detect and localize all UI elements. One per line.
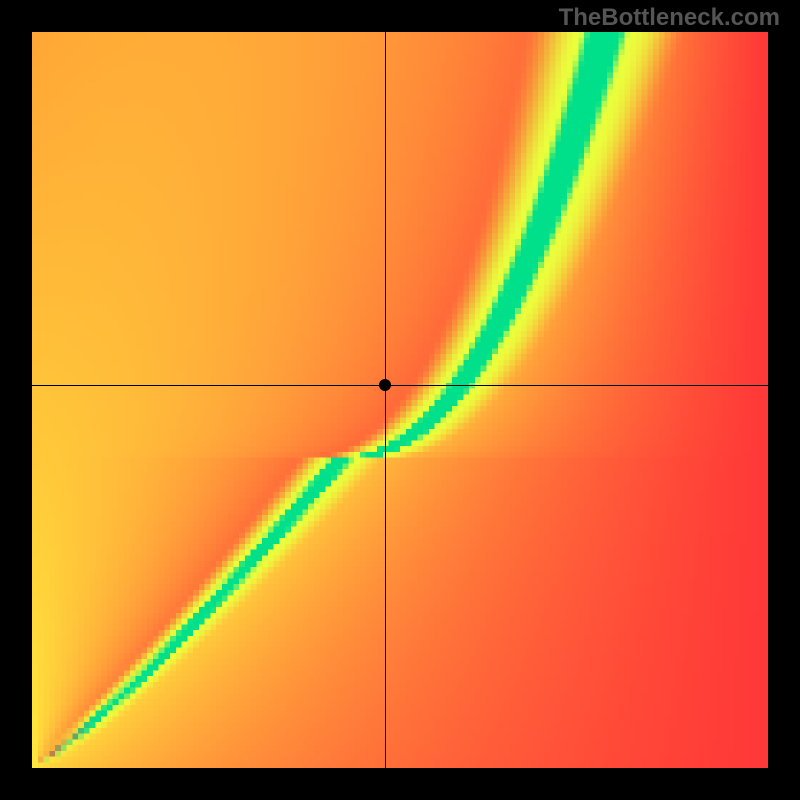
chart-container: TheBottleneck.com [0, 0, 800, 800]
crosshair-marker [379, 379, 391, 391]
crosshair-vertical [385, 32, 386, 768]
crosshair-horizontal [32, 385, 768, 386]
bottleneck-heatmap [32, 32, 768, 768]
watermark-text: TheBottleneck.com [559, 4, 780, 32]
